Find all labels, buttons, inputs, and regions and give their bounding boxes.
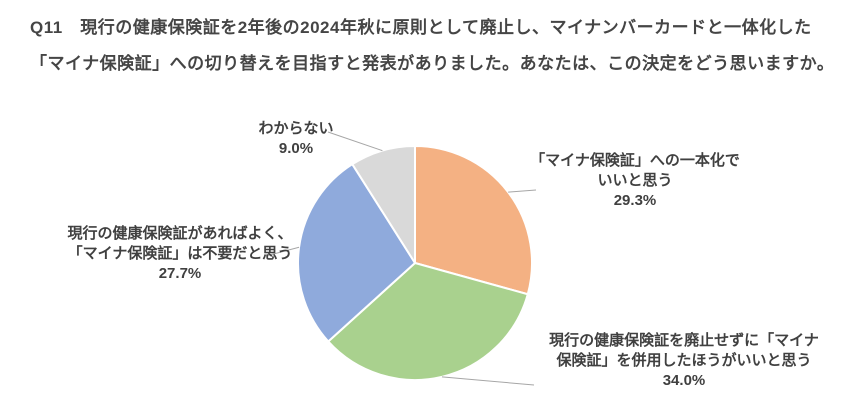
leader-line-unify <box>508 189 537 193</box>
pie-label-unnecessary: 現行の健康保険証があればよく、 「マイナ保険証」は不要だと思う 27.7% <box>52 224 308 284</box>
pie-label-unify-line1: 「マイナ保険証」への一本化で <box>530 152 740 169</box>
pie-label-unify-line2: いいと思う <box>597 172 673 189</box>
pie-label-dont-know: わからない 9.0% <box>235 119 357 159</box>
pie-label-unnecessary-line2: 「マイナ保険証」は不要だと思う <box>67 245 293 262</box>
pie-label-coexist-line1: 現行の健康保険証を廃止せずに「マイナ <box>549 332 819 349</box>
pie-label-coexist: 現行の健康保険証を廃止せずに「マイナ 保険証」を併用したほうがいいと思う 34.… <box>538 331 830 391</box>
pie-label-coexist-percent: 34.0% <box>662 372 706 389</box>
pie-label-unnecessary-percent: 27.7% <box>158 265 202 282</box>
pie-label-unify-percent: 29.3% <box>613 192 657 209</box>
leader-line-dont-know <box>327 131 383 152</box>
question-title-line2: 「マイナ保険証」への切り替えを目指すと発表がありました。あなたは、この決定をどう… <box>30 54 835 73</box>
pie-label-unnecessary-line1: 現行の健康保険証があればよく、 <box>67 225 293 242</box>
pie-slice-unnecessary <box>297 163 416 343</box>
leader-line-unnecessary <box>265 246 300 257</box>
leader-line-coexist <box>441 376 535 386</box>
pie-slice-coexist <box>327 262 529 381</box>
pie-label-coexist-line2: 保険証」を併用したほうがいいと思う <box>556 352 812 369</box>
pie-label-dont-know-percent: 9.0% <box>278 140 314 157</box>
pie-label-dont-know-line1: わからない <box>258 120 334 137</box>
question-title: Q11 現行の健康保険証を2年後の2024年秋に原則として廃止し、マイナンバーカ… <box>30 10 840 82</box>
question-title-line1: Q11 現行の健康保険証を2年後の2024年秋に原則として廃止し、マイナンバーカ… <box>30 18 812 37</box>
pie-label-unify: 「マイナ保険証」への一本化で いいと思う 29.3% <box>529 151 741 211</box>
